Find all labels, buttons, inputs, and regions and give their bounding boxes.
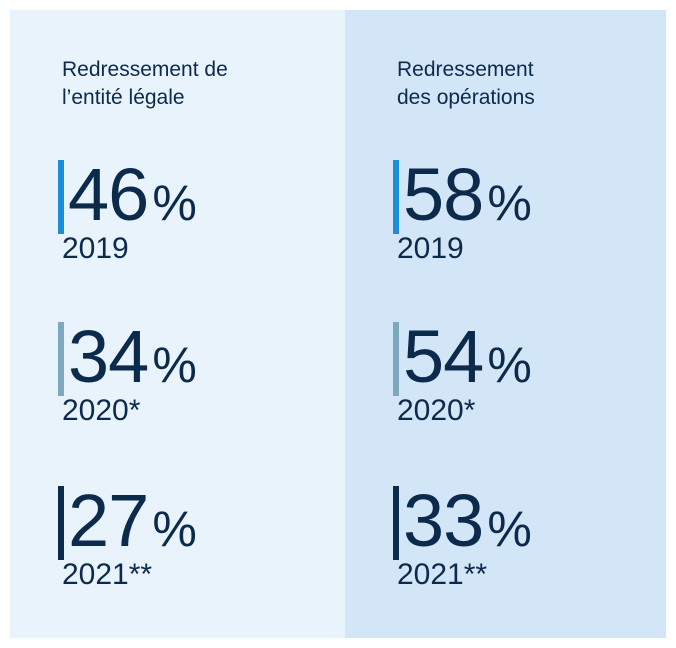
stat-value: 54% [403,320,532,402]
stat-number: 33 [403,479,484,562]
column-title: l’entité légale [62,86,185,109]
stat-number: 27 [68,479,149,562]
stat-unit: % [152,337,196,393]
column-title: Redressement de [62,58,228,81]
column-title: Redressement [397,58,534,81]
stat-unit: % [487,501,531,557]
stat-value: 58% [403,158,532,240]
color-bar [58,486,64,560]
column-panel: Redressement de l’entité légale 46% 2019 34%… [10,10,345,638]
stat-year: 2020* [62,394,141,427]
stat-unit: % [152,175,196,231]
stat-unit: % [487,175,531,231]
color-bar [58,322,64,396]
stat-value: 46% [68,158,197,240]
stat-year: 2021** [62,558,153,591]
stat-number: 54 [403,315,484,398]
stat-year: 2019 [397,232,464,265]
stat-number: 58 [403,153,484,236]
color-bar [58,160,64,234]
stat-number: 46 [68,153,149,236]
color-bar [393,486,399,560]
color-bar [393,160,399,234]
stat-year: 2021** [397,558,488,591]
stat-unit: % [152,501,196,557]
stat-value: 27% [68,484,197,566]
stat-unit: % [487,337,531,393]
color-bar [393,322,399,396]
stat-year: 2020* [397,394,476,427]
stat-year: 2019 [62,232,129,265]
stat-value: 33% [403,484,532,566]
stat-value: 34% [68,320,197,402]
stat-number: 34 [68,315,149,398]
column-title: des opérations [397,86,535,109]
column-panel: Redressement des opérations 58% 2019 54% 2020… [345,10,666,638]
